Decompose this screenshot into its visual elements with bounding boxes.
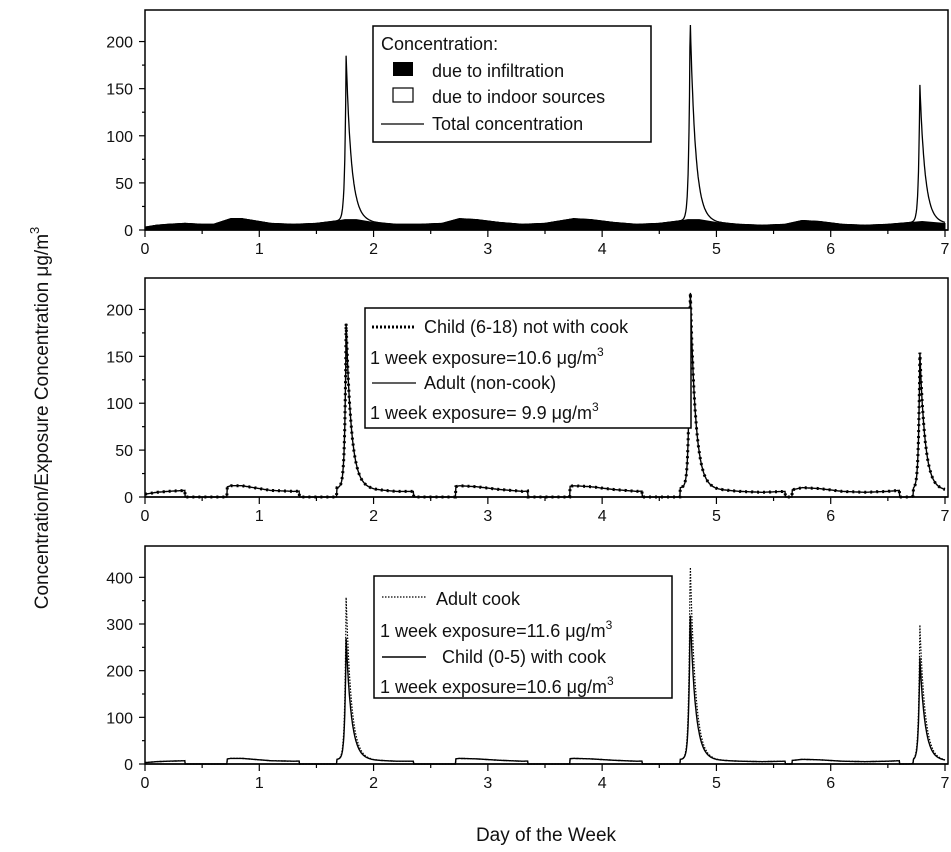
y-tick-label: 50 [115,176,133,193]
legend-bottom-cook-exposure-text: 1 week exposure=11.6 μg/m [380,621,606,641]
y-axis-title-sup: 3 [27,227,42,234]
x-tick-label: 2 [369,775,378,792]
legend-bottom-child-exposure-text: 1 week exposure=10.6 μg/m [380,677,607,697]
x-tick-label: 0 [141,241,150,258]
x-tick-label: 6 [826,775,835,792]
y-tick-label: 0 [124,223,133,240]
y-axis-title: Concentration/Exposure Concentration μg/… [27,227,53,610]
legend-middle-child-exposure-sup: 3 [597,345,604,359]
x-tick-label: 5 [712,775,721,792]
legend-middle-adult-exposure-text: 1 week exposure= 9.9 μg/m [370,403,592,423]
panel-top: 0 1 2 3 4 5 6 7 0 50 100 150 200 [106,9,950,258]
legend-middle-adult-exposure-sup: 3 [592,400,599,414]
panel-top-axes: 0 1 2 3 4 5 6 7 0 50 100 150 200 [106,35,949,258]
legend-bottom-cook-exposure-sup: 3 [606,618,613,632]
series-total-line [144,24,946,228]
x-tick-label: 0 [141,775,150,792]
x-tick-label: 6 [826,508,835,525]
y-tick-label: 100 [106,710,133,727]
y-tick-label: 200 [106,664,133,681]
x-tick-label: 7 [941,241,950,258]
y-tick-label: 150 [106,82,133,99]
legend-middle-child-exposure: 1 week exposure=10.6 μg/m3 [370,345,604,368]
legend-middle-box [364,307,692,429]
panel-middle: 0 1 2 3 4 5 6 7 0 50 100 150 200 [106,277,950,525]
legend-bottom: Adult cook 1 week exposure=11.6 μg/m3 Ch… [373,575,673,699]
legend-bottom-child-exposure: 1 week exposure=10.6 μg/m3 [380,674,614,697]
legend-middle-child-exposure-text: 1 week exposure=10.6 μg/m [370,348,597,368]
x-tick-label: 4 [598,775,607,792]
legend-top: Concentration: due to infiltration due t… [372,25,652,143]
legend-swatch-indoor [392,87,414,103]
series-infiltration-area [144,218,946,231]
x-tick-label: 0 [141,508,150,525]
y-tick-label: 300 [106,617,133,634]
legend-top-total: Total concentration [432,114,583,134]
series-dotted-line [145,567,946,765]
panel-middle-axes: 0 1 2 3 4 5 6 7 0 50 100 150 200 [106,302,949,525]
legend-top-indoor: due to indoor sources [432,87,605,107]
x-tick-label: 7 [941,508,950,525]
legend-top-infiltration: due to infiltration [432,61,564,81]
y-tick-label: 200 [106,302,133,319]
panel-bottom: 0 1 2 3 4 5 6 7 0 100 200 300 400 [106,545,950,792]
legend-bottom-box [373,575,673,699]
y-tick-label: 0 [124,757,133,774]
legend-middle: Child (6-18) not with cook 1 week exposu… [364,307,692,429]
y-tick-label: 100 [106,129,133,146]
y-tick-label: 400 [106,570,133,587]
legend-middle-child: Child (6-18) not with cook [424,317,629,337]
x-tick-label: 5 [712,508,721,525]
x-tick-label: 3 [483,241,492,258]
y-tick-label: 150 [106,349,133,366]
x-tick-label: 2 [369,508,378,525]
y-tick-label: 0 [124,490,133,507]
series-dotted-line [144,292,946,499]
x-tick-label: 1 [255,508,264,525]
x-tick-label: 7 [941,775,950,792]
legend-bottom-child-exposure-sup: 3 [607,674,614,688]
y-tick-label: 200 [106,35,133,52]
legend-middle-adult-exposure: 1 week exposure= 9.9 μg/m3 [370,400,599,423]
legend-swatch-infiltration [393,62,413,76]
legend-middle-adult: Adult (non-cook) [424,373,556,393]
legend-bottom-cook-exposure: 1 week exposure=11.6 μg/m3 [380,618,613,641]
x-tick-label: 3 [483,775,492,792]
x-tick-label: 1 [255,241,264,258]
x-tick-label: 2 [369,241,378,258]
x-tick-label: 4 [598,508,607,525]
x-tick-label: 4 [598,241,607,258]
x-tick-label: 3 [483,508,492,525]
y-tick-label: 100 [106,396,133,413]
legend-bottom-child: Child (0-5) with cook [442,647,607,667]
legend-top-box [372,25,652,143]
panel-top-series [144,24,946,231]
panel-bottom-axes: 0 1 2 3 4 5 6 7 0 100 200 300 400 [106,570,949,792]
legend-top-title: Concentration: [381,34,498,54]
x-axis-title: Day of the Week [476,825,617,846]
legend-bottom-cook: Adult cook [436,589,521,609]
x-tick-label: 5 [712,241,721,258]
y-tick-label: 50 [115,443,133,460]
x-tick-label: 6 [826,241,835,258]
x-tick-label: 1 [255,775,264,792]
y-axis-title-main: Concentration/Exposure Concentration μg/… [32,234,53,609]
